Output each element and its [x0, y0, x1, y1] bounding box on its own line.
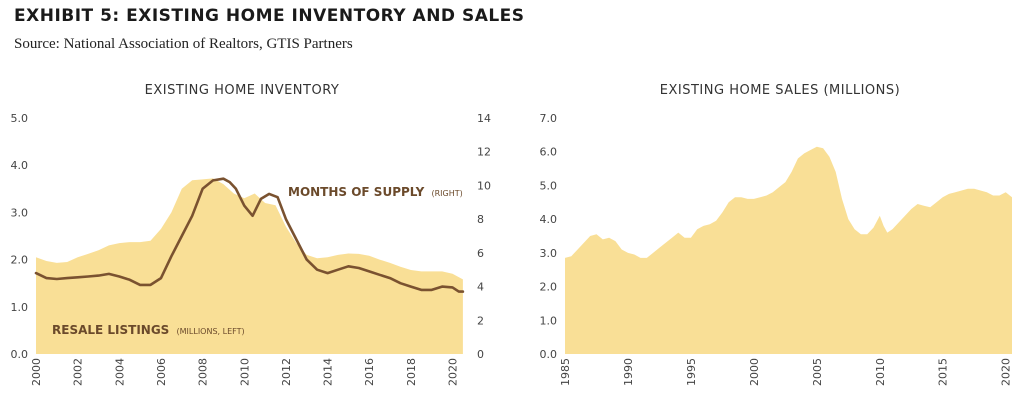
y-tick-label: 0.0 — [11, 348, 29, 361]
months-supply-unit: (RIGHT) — [431, 189, 462, 198]
y-tick-label: 1.0 — [540, 314, 558, 327]
x-tick-label: 2015 — [937, 358, 950, 386]
y-tick-label: 1.0 — [11, 301, 29, 314]
y2-tick-label: 4 — [477, 281, 484, 294]
x-tick-label: 2008 — [197, 358, 210, 386]
x-tick-label: 2020 — [1000, 358, 1013, 386]
sales-y-axis-ticks: 0.0 1.0 2.0 3.0 4.0 5.0 6.0 7.0 — [540, 112, 558, 361]
resale-listings-area-layer — [36, 178, 463, 354]
y-tick-label: 5.0 — [11, 112, 29, 125]
resale-listings-annotation: RESALE LISTINGS (MILLIONS, LEFT) — [52, 323, 245, 337]
y2-tick-label: 6 — [477, 247, 484, 260]
resale-listings-unit: (MILLIONS, LEFT) — [177, 327, 245, 336]
x-tick-label: 1995 — [685, 358, 698, 386]
months-supply-line-layer — [34, 177, 465, 293]
y2-tick-label: 0 — [477, 348, 484, 361]
months-supply-line — [34, 177, 465, 293]
existing-home-sales-area — [565, 146, 1012, 354]
sales-x-axis-ticks: 1985 1990 1995 2000 2005 2010 2015 2020 — [559, 358, 1013, 386]
y-tick-label: 3.0 — [11, 206, 29, 219]
y-tick-label: 4.0 — [11, 159, 29, 172]
resale-listings-area — [36, 178, 463, 354]
x-tick-label: 2010 — [874, 358, 887, 386]
x-tick-label: 2006 — [155, 358, 168, 386]
y2-tick-label: 8 — [477, 213, 484, 226]
y-tick-label: 6.0 — [540, 146, 558, 159]
inventory-left-axis-ticks: 0.0 1.0 2.0 3.0 4.0 5.0 — [11, 112, 29, 361]
x-tick-label: 2005 — [811, 358, 824, 386]
sales-chart-title: EXISTING HOME SALES (MILLIONS) — [660, 83, 900, 98]
x-tick-label: 2000 — [748, 358, 761, 386]
x-tick-label: 2002 — [72, 358, 85, 386]
inventory-right-axis-ticks: 0 2 4 6 8 10 12 14 — [477, 112, 491, 361]
inventory-chart: EXISTING HOME INVENTORY 0.0 1.0 2.0 3.0 4.0 5… — [11, 83, 492, 386]
x-tick-label: 2000 — [30, 358, 43, 386]
x-tick-label: 2012 — [280, 358, 293, 386]
x-tick-label: 2004 — [113, 358, 126, 386]
inventory-x-axis-ticks: 2000 2002 2004 2006 2008 2010 2012 2014 2016 2018… — [30, 358, 460, 386]
y-tick-label: 7.0 — [540, 112, 558, 125]
exhibit-title: EXHIBIT 5: EXISTING HOME INVENTORY AND S… — [14, 6, 525, 26]
x-tick-label: 2010 — [238, 358, 251, 386]
x-tick-label: 2016 — [363, 358, 376, 386]
y-tick-label: 5.0 — [540, 179, 558, 192]
resale-listings-label: RESALE LISTINGS — [52, 323, 169, 337]
x-tick-label: 1985 — [559, 358, 572, 386]
x-tick-label: 2014 — [322, 358, 335, 386]
y2-tick-label: 12 — [477, 146, 491, 159]
y-tick-label: 4.0 — [540, 213, 558, 226]
y-tick-label: 2.0 — [11, 254, 29, 267]
y-tick-label: 0.0 — [540, 348, 558, 361]
y-tick-label: 2.0 — [540, 281, 558, 294]
sales-chart: EXISTING HOME SALES (MILLIONS) 0.0 1.0 2.0… — [540, 83, 1013, 386]
x-tick-label: 2020 — [447, 358, 460, 386]
y2-tick-label: 10 — [477, 179, 491, 192]
x-tick-label: 1990 — [622, 358, 635, 386]
months-supply-label: MONTHS OF SUPPLY — [288, 185, 425, 199]
y2-tick-label: 2 — [477, 314, 484, 327]
x-tick-label: 2018 — [405, 358, 418, 386]
y2-tick-label: 14 — [477, 112, 491, 125]
y-tick-label: 3.0 — [540, 247, 558, 260]
sales-area-layer — [565, 146, 1012, 354]
months-supply-annotation: MONTHS OF SUPPLY (RIGHT) — [288, 185, 463, 199]
exhibit-source: Source: National Association of Realtors… — [14, 36, 353, 52]
inventory-chart-title: EXISTING HOME INVENTORY — [145, 83, 340, 98]
